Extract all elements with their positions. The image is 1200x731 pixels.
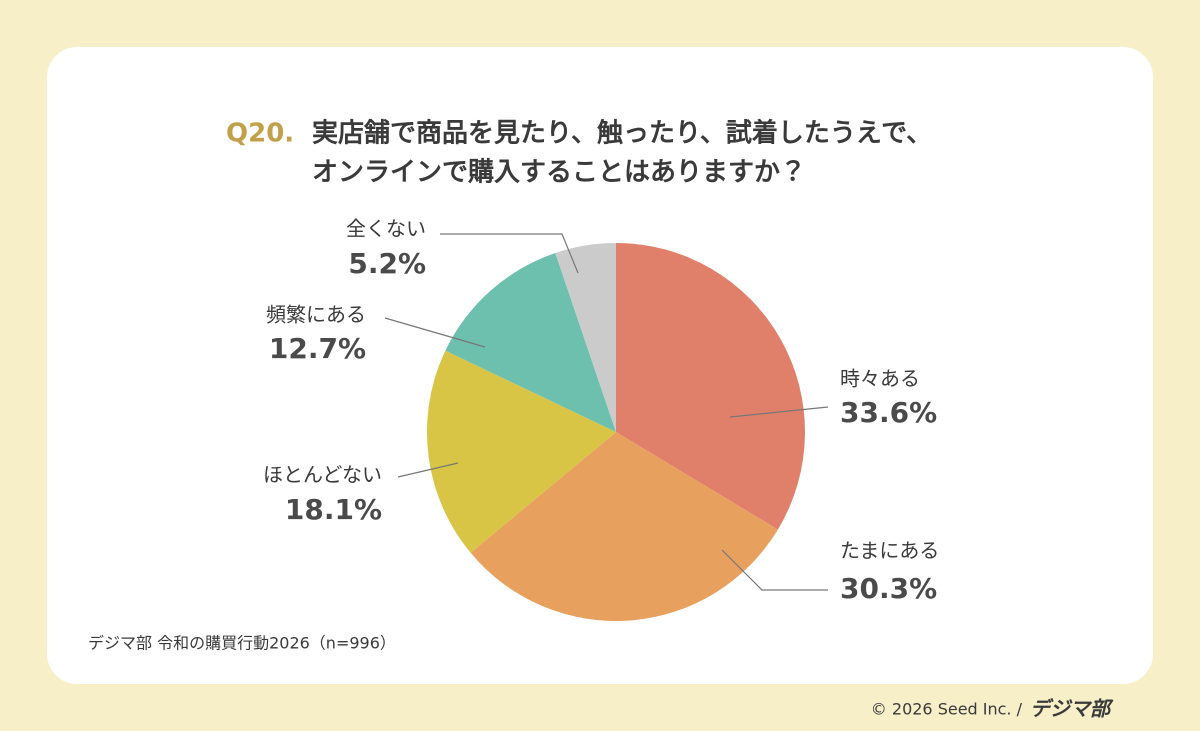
question-number: Q20. xyxy=(226,119,294,149)
slice-label: 時々ある xyxy=(840,367,920,391)
slice-label: ほとんどない xyxy=(263,463,382,487)
copyright: © 2026 Seed Inc. / xyxy=(871,700,1023,719)
pie-slice xyxy=(470,432,778,621)
slice-label: たまにある xyxy=(840,539,939,563)
chart-title: オンラインで購入することはありますか？ xyxy=(312,158,806,188)
value-label: 12.7% xyxy=(269,332,366,365)
value-label: 30.3% xyxy=(840,572,937,605)
pie-slice xyxy=(445,253,616,432)
value-label: 18.1% xyxy=(285,493,382,526)
leader-line xyxy=(384,317,486,348)
source: デジマ部 令和の購買行動2026（n=996） xyxy=(88,634,396,653)
leader-line xyxy=(440,233,579,274)
value-label: 5.2% xyxy=(348,247,426,280)
pie-slice xyxy=(427,350,616,553)
chart-title: 実店舗で商品を見たり、触ったり、試着したうえで、 xyxy=(312,118,932,149)
pie-slice xyxy=(555,243,616,432)
leader-line xyxy=(729,406,829,418)
leader-line xyxy=(397,462,459,478)
pie-slice xyxy=(616,243,805,530)
leader-line xyxy=(721,549,828,591)
brand: デジマ部 xyxy=(1030,697,1114,721)
slice-label: 頻繁にある xyxy=(266,303,366,327)
slice-label: 全くない xyxy=(346,217,426,241)
value-label: 33.6% xyxy=(840,396,937,429)
